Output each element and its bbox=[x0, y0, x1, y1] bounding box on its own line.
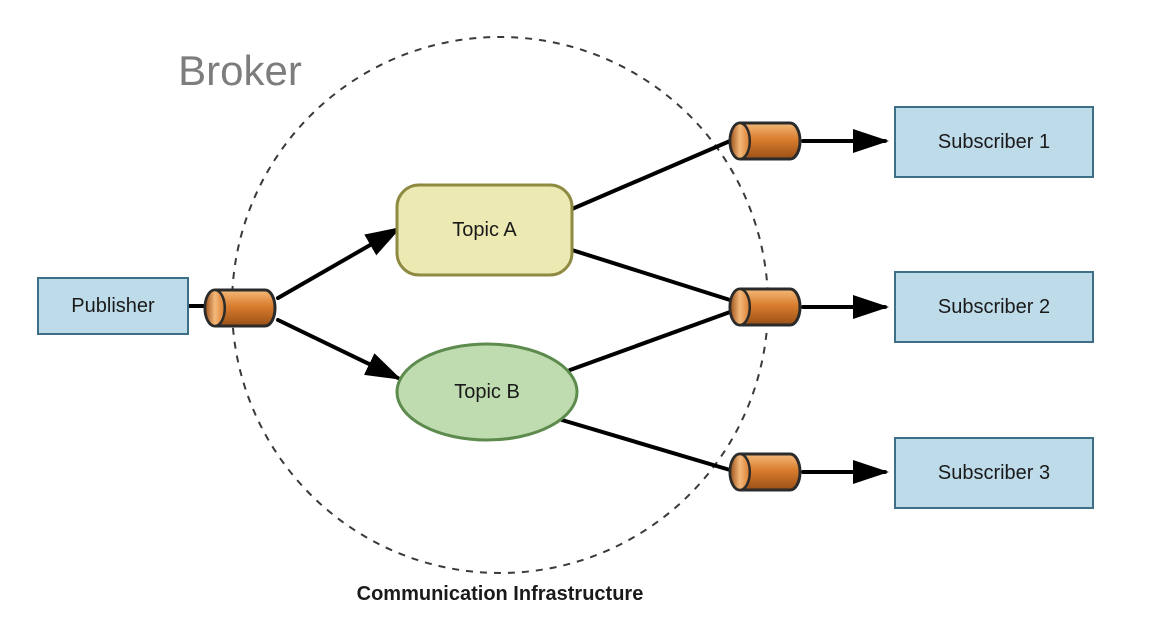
topic-a-label: Topic A bbox=[452, 219, 517, 241]
broker-title: Broker bbox=[178, 47, 302, 94]
publisher-box-label: Publisher bbox=[71, 295, 155, 317]
topic-b-label: Topic B bbox=[454, 381, 520, 403]
subscriber-box-1-label: Subscriber 1 bbox=[938, 131, 1050, 153]
broker-boundary bbox=[232, 37, 768, 573]
topic-b: Topic B bbox=[397, 344, 577, 440]
connector-arrow bbox=[572, 250, 730, 300]
sub3-pipe bbox=[730, 454, 800, 490]
publisher-box: Publisher bbox=[38, 278, 188, 334]
subscriber-box-1: Subscriber 1 bbox=[895, 107, 1093, 177]
topic-a: Topic A bbox=[397, 185, 572, 275]
connector-arrow bbox=[278, 229, 398, 298]
connector-arrow bbox=[562, 420, 730, 470]
sub1-pipe bbox=[730, 123, 800, 159]
sub2-pipe bbox=[730, 289, 800, 325]
diagram-canvas: Publisher Subscriber 1 Subscriber 2 Subscri… bbox=[0, 0, 1154, 642]
connector-arrow bbox=[572, 141, 730, 209]
subscriber-box-2: Subscriber 2 bbox=[895, 272, 1093, 342]
connector-arrow bbox=[570, 312, 730, 370]
connector-arrow bbox=[278, 320, 398, 378]
subscriber-box-3: Subscriber 3 bbox=[895, 438, 1093, 508]
diagram-caption: Communication Infrastructure bbox=[357, 583, 644, 605]
subscriber-box-3-label: Subscriber 3 bbox=[938, 462, 1050, 484]
pub-pipe bbox=[205, 290, 275, 326]
subscriber-box-2-label: Subscriber 2 bbox=[938, 296, 1050, 318]
